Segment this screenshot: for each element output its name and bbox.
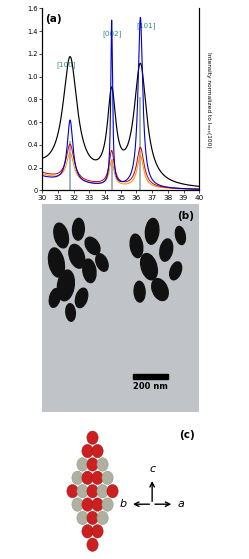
- Text: a: a: [178, 499, 185, 509]
- Circle shape: [82, 444, 93, 458]
- Circle shape: [72, 498, 83, 511]
- Text: [100]: [100]: [56, 61, 76, 68]
- Ellipse shape: [49, 288, 61, 307]
- Ellipse shape: [130, 234, 143, 258]
- Circle shape: [97, 458, 108, 471]
- Circle shape: [77, 511, 88, 525]
- Ellipse shape: [145, 219, 159, 244]
- Y-axis label: Intensity normalized to Iₘₐₓ(100): Intensity normalized to Iₘₐₓ(100): [206, 51, 211, 147]
- Ellipse shape: [72, 219, 84, 240]
- Bar: [133, 375, 168, 379]
- Text: 200 nm: 200 nm: [133, 382, 168, 391]
- Circle shape: [77, 485, 88, 498]
- Ellipse shape: [49, 248, 64, 277]
- Circle shape: [82, 498, 93, 511]
- Text: (c): (c): [179, 430, 194, 440]
- Circle shape: [102, 498, 113, 511]
- Circle shape: [67, 485, 78, 498]
- Circle shape: [92, 525, 103, 538]
- Ellipse shape: [160, 239, 173, 261]
- Ellipse shape: [175, 226, 186, 244]
- Text: b: b: [119, 499, 126, 509]
- Circle shape: [87, 511, 98, 525]
- X-axis label: 2θ/ [°]: 2θ/ [°]: [108, 203, 134, 212]
- Ellipse shape: [134, 281, 145, 302]
- Ellipse shape: [69, 244, 85, 268]
- Circle shape: [82, 471, 93, 485]
- Circle shape: [87, 458, 98, 471]
- Circle shape: [77, 458, 88, 471]
- Circle shape: [107, 485, 118, 498]
- Ellipse shape: [170, 262, 182, 280]
- Ellipse shape: [141, 254, 157, 280]
- Circle shape: [97, 511, 108, 525]
- Ellipse shape: [152, 278, 168, 301]
- Ellipse shape: [54, 223, 68, 248]
- Bar: [69, 141, 71, 191]
- Ellipse shape: [85, 237, 100, 254]
- Ellipse shape: [83, 259, 96, 283]
- Circle shape: [87, 538, 98, 551]
- Circle shape: [102, 471, 113, 485]
- Text: [101]: [101]: [136, 22, 156, 29]
- Text: (a): (a): [46, 14, 62, 24]
- Bar: [111, 159, 113, 191]
- Circle shape: [92, 498, 103, 511]
- Text: [002]: [002]: [102, 30, 122, 37]
- Ellipse shape: [57, 270, 74, 301]
- Circle shape: [97, 485, 108, 498]
- Circle shape: [82, 525, 93, 538]
- Circle shape: [72, 471, 83, 485]
- Ellipse shape: [96, 254, 108, 271]
- Ellipse shape: [75, 288, 88, 307]
- Text: c: c: [149, 463, 155, 473]
- Circle shape: [87, 431, 98, 444]
- Text: (b): (b): [178, 211, 194, 220]
- Bar: [139, 97, 141, 191]
- Circle shape: [92, 444, 103, 458]
- Ellipse shape: [66, 304, 75, 321]
- Circle shape: [87, 485, 98, 498]
- Circle shape: [92, 471, 103, 485]
